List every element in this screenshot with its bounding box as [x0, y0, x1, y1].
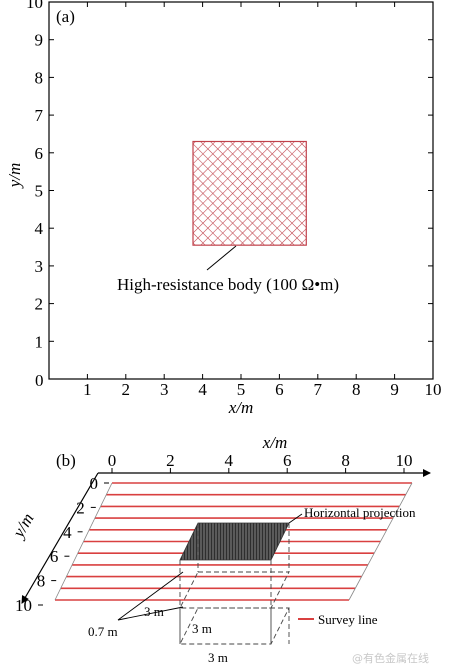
x-tick-label: 5	[237, 380, 246, 399]
projection-label: Horizontal projection	[304, 505, 416, 520]
y-tick-label: 3	[35, 257, 44, 276]
panel-b-ylabel: y/m	[8, 510, 38, 542]
y-tick-label: 7	[35, 106, 44, 125]
plane-right-edge	[348, 482, 413, 601]
body-annotation: High-resistance body (100 Ω•m)	[117, 275, 339, 294]
dim-label-2: 3 m	[192, 621, 212, 636]
y-tick-label: 1	[35, 332, 44, 351]
watermark: @有色金属在线	[352, 651, 429, 665]
depth-leader-2	[117, 606, 184, 621]
dim-label-1: 3 m	[144, 604, 164, 619]
y-tick-label: 2	[35, 295, 44, 314]
block-lower	[179, 607, 290, 645]
y-tick-label: 10	[26, 0, 43, 12]
x-tick-label: 2	[122, 380, 131, 399]
x-tick-label: 3	[160, 380, 169, 399]
depth-label: 0.7 m	[88, 624, 118, 639]
high-resistance-body	[192, 140, 307, 246]
depth-leader	[117, 571, 184, 621]
dim-label-3: 3 m	[208, 650, 228, 665]
plane-left-edge	[54, 482, 113, 601]
panel-b-y-axis	[21, 472, 99, 604]
y-tick-label: 6	[35, 144, 44, 163]
x-tick-label: 7	[314, 380, 323, 399]
y-tick-label: 9	[35, 31, 44, 50]
b-y-tick-label: 8	[37, 572, 46, 591]
x-tick-label: 4	[198, 380, 207, 399]
b-x-tick-label: 10	[396, 451, 413, 470]
horizontal-projection	[179, 522, 290, 561]
b-y-tick-label: 0	[90, 474, 99, 493]
b-y-tick-label: 2	[76, 498, 85, 517]
x-tick-label: 6	[275, 380, 284, 399]
panel-a: 1 2 3 4 5 6 7 8 9 10 1 2 3 4 5 6 7 8 9 10 (a) 0 x/m y/m Hig…	[5, 0, 442, 417]
b-x-tick-label: 8	[341, 451, 350, 470]
x-tick-label: 1	[83, 380, 92, 399]
x-tick-label: 8	[352, 380, 361, 399]
panel-a-label: (a)	[56, 7, 75, 26]
y-tick-label: 8	[35, 68, 44, 87]
panel-a-xlabel: x/m	[228, 398, 254, 417]
x-tick-label: 10	[425, 380, 442, 399]
b-x-tick-label: 0	[108, 451, 117, 470]
b-y-tick-label: 6	[50, 547, 59, 566]
panel-b-label: (b)	[56, 451, 76, 470]
b-x-tick-label: 6	[283, 451, 292, 470]
legend-label: Survey line	[318, 612, 378, 627]
y-tick-label: 4	[35, 219, 44, 238]
b-y-tick-label: 4	[63, 523, 72, 542]
y-tick-label: 5	[35, 182, 44, 201]
b-y-tick-label: 10	[15, 596, 32, 615]
x-tick-label: 9	[390, 380, 399, 399]
panel-b-xlabel: x/m	[262, 433, 288, 452]
panel-a-ticks: 1 2 3 4 5 6 7 8 9 10 1 2 3 4 5 6 7 8 9 10	[26, 0, 442, 399]
panel-a-origin: 0	[35, 371, 44, 390]
projection-leader	[288, 513, 303, 524]
b-x-tick-label: 2	[166, 451, 175, 470]
b-x-tick-label: 4	[225, 451, 234, 470]
annotation-leader	[206, 245, 237, 271]
panel-a-ylabel: y/m	[5, 163, 24, 190]
